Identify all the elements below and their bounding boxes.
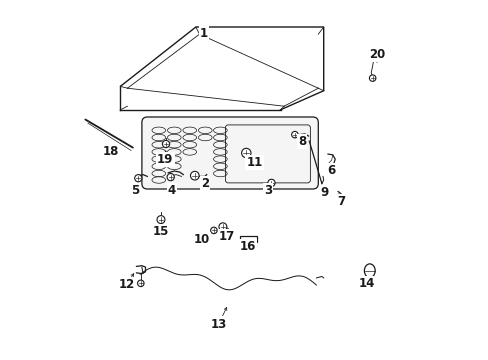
- Text: 16: 16: [239, 240, 255, 253]
- Text: 14: 14: [358, 277, 374, 290]
- Text: 2: 2: [201, 177, 208, 190]
- Text: 1: 1: [200, 27, 208, 40]
- Text: 18: 18: [102, 145, 119, 158]
- Text: 7: 7: [336, 195, 345, 208]
- Circle shape: [162, 140, 169, 148]
- Circle shape: [137, 280, 144, 287]
- Text: 15: 15: [152, 225, 169, 238]
- Text: 20: 20: [368, 48, 385, 61]
- Circle shape: [219, 223, 226, 231]
- Text: 6: 6: [327, 165, 335, 177]
- Text: 13: 13: [210, 318, 226, 330]
- Circle shape: [291, 131, 298, 138]
- FancyBboxPatch shape: [142, 117, 318, 189]
- Text: 19: 19: [157, 153, 173, 166]
- Circle shape: [190, 171, 199, 180]
- Text: 8: 8: [297, 135, 305, 148]
- Text: 4: 4: [167, 184, 176, 197]
- Circle shape: [210, 227, 217, 234]
- Text: 10: 10: [194, 233, 210, 246]
- Circle shape: [368, 75, 375, 81]
- Text: 5: 5: [130, 184, 139, 197]
- Text: 9: 9: [320, 186, 328, 199]
- Circle shape: [157, 216, 164, 224]
- Text: 12: 12: [118, 278, 134, 291]
- Circle shape: [241, 148, 250, 158]
- Circle shape: [267, 179, 275, 186]
- Text: 11: 11: [246, 156, 262, 169]
- Circle shape: [167, 174, 174, 181]
- Text: 3: 3: [264, 184, 271, 197]
- Text: 17: 17: [219, 230, 235, 243]
- Circle shape: [134, 175, 142, 182]
